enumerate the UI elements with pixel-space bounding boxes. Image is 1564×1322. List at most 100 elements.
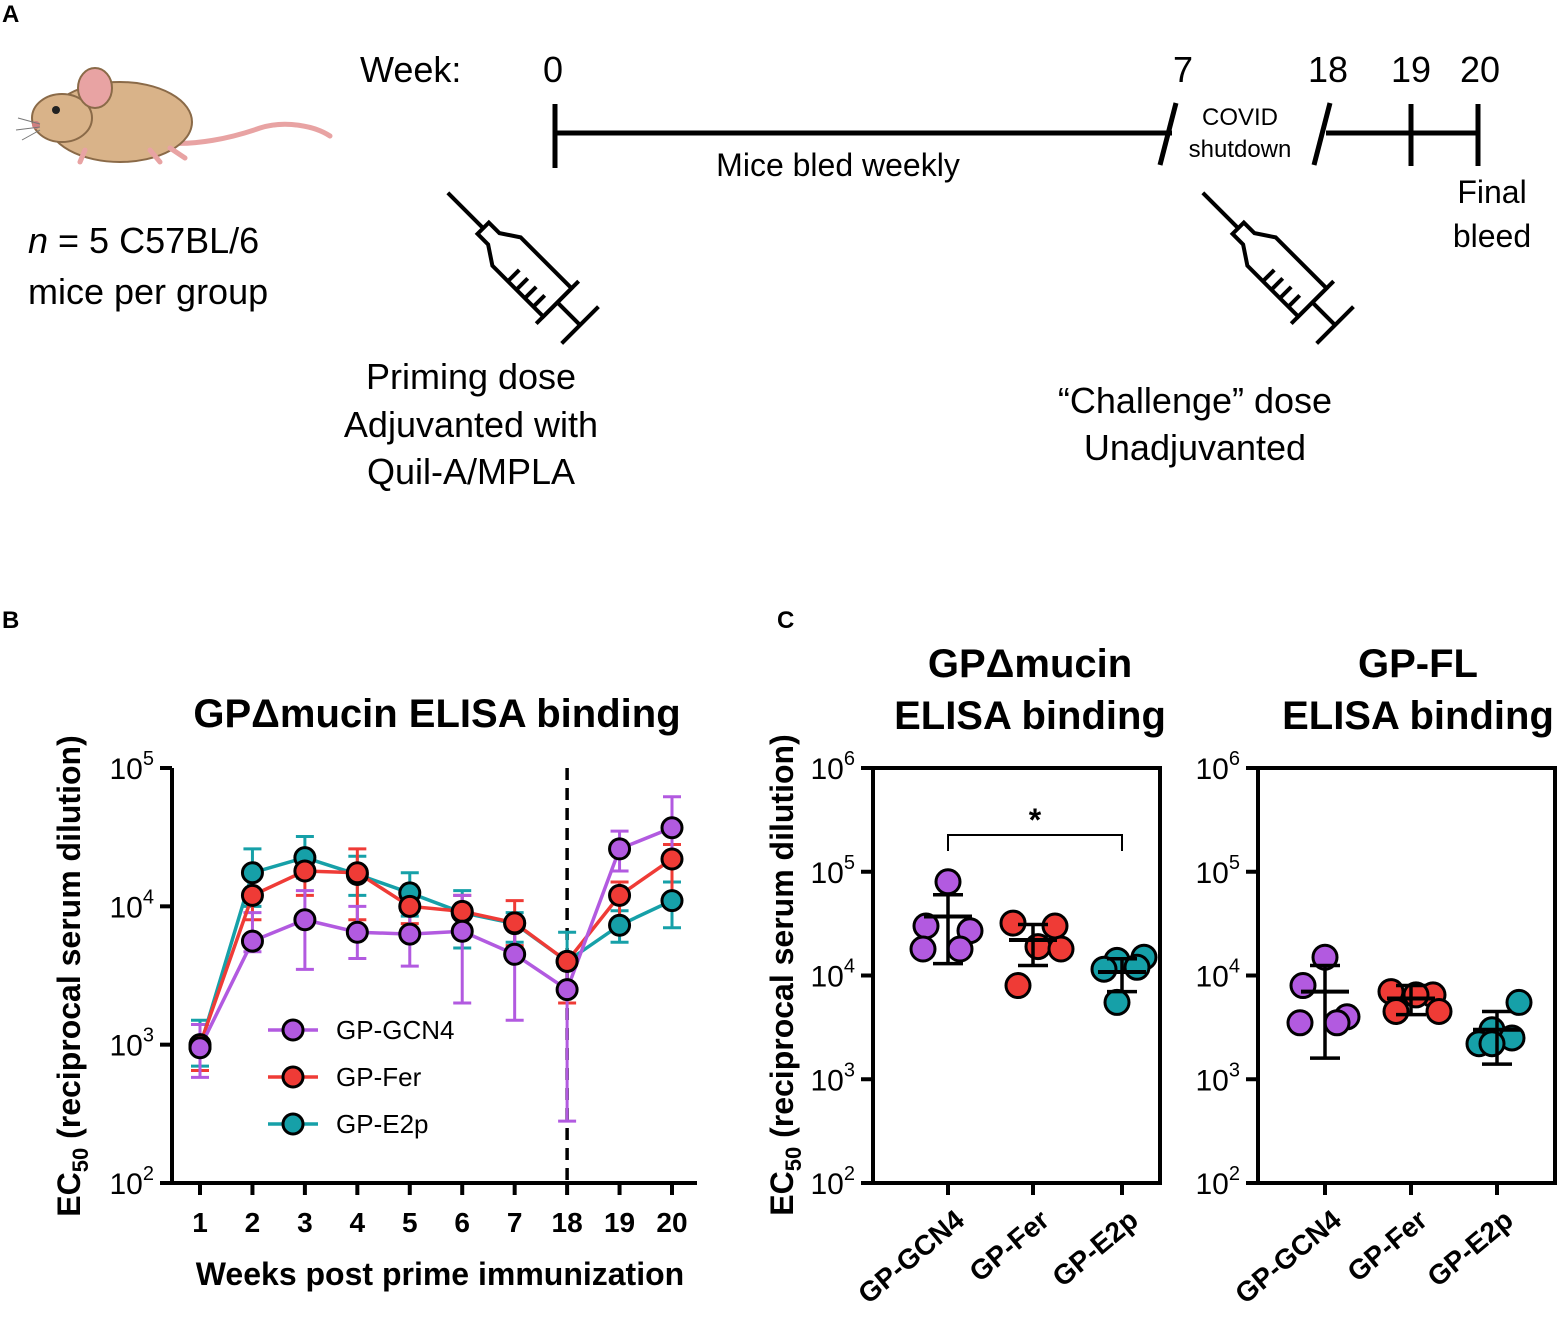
chart-b-point	[608, 913, 632, 937]
chart-b-xtick-label: 19	[604, 1207, 635, 1238]
chart-b-series-line	[198, 826, 673, 1049]
prime-dose-text-line3: Quil-A/MPLA	[367, 451, 575, 492]
chart-b-xtick-label: 3	[297, 1207, 313, 1238]
chart-c1-xtick-label: GP-E2p	[1046, 1204, 1143, 1293]
panel-a-label: A	[2, 1, 19, 28]
chart-b-point	[293, 859, 317, 883]
chart-c1-point	[1004, 972, 1032, 1000]
chart-c1-point	[1047, 935, 1075, 963]
chart-b-point	[503, 942, 527, 966]
chart-b-point	[188, 1036, 212, 1060]
chart-b-xtick-label: 4	[350, 1207, 366, 1238]
chart-b-point	[555, 978, 579, 1002]
week-tick-18: 18	[1308, 49, 1348, 90]
chart-b-point	[240, 883, 264, 907]
chart-b-plot: 102 103 104 105 1 2 3 4 5 6 7 18 19 20 GP-GCN4 GP-Fer GP…	[110, 748, 697, 1238]
chart-b-xtick-label: 5	[402, 1207, 418, 1238]
chart-c1-point	[1103, 988, 1131, 1016]
chart-c2-point	[1505, 988, 1533, 1016]
chart-c1-significance-bracket	[947, 834, 1123, 851]
chart-b-title: GPΔmucin ELISA binding	[193, 692, 680, 736]
chart-b-ytick-label: 104	[110, 886, 155, 924]
chart-b-point	[398, 922, 422, 946]
chart-b-xtick-label: 18	[552, 1207, 583, 1238]
chart-b-point	[450, 899, 474, 923]
chart-b-legend-marker	[281, 1065, 305, 1089]
chart-c2-xtick-label: GP-Fer	[1341, 1204, 1433, 1288]
chart-b-ytick-label: 103	[110, 1025, 155, 1063]
chart-b-point	[345, 920, 369, 944]
chart-c1-ylabel: EC50 (reciprocal serum dilution)	[764, 734, 806, 1215]
chart-c1-ytick-label: 103	[811, 1059, 856, 1097]
challenge-dose-text-line2: Unadjuvanted	[1084, 427, 1306, 468]
chart-b-legend-label: GP-GCN4	[336, 1015, 454, 1045]
chart-c2-point	[1425, 997, 1453, 1025]
chart-c1-point	[934, 868, 962, 896]
chart-c1-xtick-label: GP-GCN4	[852, 1204, 970, 1310]
week-label: Week:	[360, 49, 461, 90]
chart-c2-ytick-label: 105	[1196, 852, 1241, 890]
chart-b-ytick-label: 102	[110, 1163, 155, 1201]
chart-c1-ytick-label: 104	[811, 956, 856, 994]
cohort-text: n = 5 C57BL/6	[28, 220, 259, 261]
covid-text: COVID	[1202, 104, 1278, 131]
chart-b-point	[660, 847, 684, 871]
chart-b-xtick-label: 6	[454, 1207, 470, 1238]
chart-c2-point	[1382, 997, 1410, 1025]
week-tick-7: 7	[1173, 49, 1193, 90]
chart-b-ytick-label: 105	[110, 748, 155, 786]
chart-b-ylabel: EC50 (reciprocal serum dilution)	[51, 735, 93, 1216]
chart-c1-xtick-label: GP-Fer	[963, 1204, 1055, 1288]
final-bleed-text: Final	[1457, 174, 1526, 210]
chart-c2-ytick-label: 103	[1196, 1059, 1241, 1097]
chart-b-point	[503, 911, 527, 935]
chart-c2-point	[1323, 1009, 1351, 1037]
covid-text-line2: shutdown	[1189, 136, 1292, 163]
panel-c-label: C	[777, 607, 794, 634]
chart-b-legend-marker	[281, 1018, 305, 1042]
chart-c1-ytick-label: 105	[811, 852, 856, 890]
chart-b-point	[450, 919, 474, 943]
chart-b-legend-label: GP-Fer	[336, 1062, 422, 1092]
panel-b-label: B	[2, 607, 19, 634]
chart-c2-point	[1286, 1009, 1314, 1037]
chart-b-xtick-label: 20	[656, 1207, 687, 1238]
syringe-icon	[1201, 191, 1355, 345]
chart-c2-ytick-label: 104	[1196, 956, 1241, 994]
chart-c1-title: GPΔmucin	[928, 642, 1132, 686]
chart-c1-title-line2: ELISA binding	[894, 694, 1166, 738]
prime-dose-text-line2: Adjuvanted with	[344, 404, 598, 445]
chart-b-point	[345, 861, 369, 885]
mouse-icon	[15, 67, 333, 165]
week-tick-19: 19	[1391, 49, 1431, 90]
chart-c2-ytick-label: 106	[1196, 748, 1241, 786]
cohort-text-line2: mice per group	[28, 271, 268, 312]
chart-b-series-line	[198, 857, 673, 1046]
chart-c2-ytick-label: 102	[1196, 1163, 1241, 1201]
chart-b-xlabel: Weeks post prime immunization	[196, 1256, 684, 1292]
chart-c1-ytick-label: 106	[811, 748, 856, 786]
chart-c2-title: GP-FL	[1358, 642, 1478, 686]
chart-c2-xtick-label: GP-GCN4	[1229, 1204, 1347, 1310]
week-tick-0: 0	[543, 49, 563, 90]
chart-c1-point	[1090, 955, 1118, 983]
week-tick-20: 20	[1460, 49, 1500, 90]
chart-c1-ytick-label: 102	[811, 1163, 856, 1201]
challenge-dose-text: “Challenge” dose	[1058, 380, 1332, 421]
chart-b-legend-marker	[281, 1112, 305, 1136]
chart-c1-point	[909, 935, 937, 963]
chart-c1-significance-label: *	[1029, 802, 1042, 838]
chart-c1-point	[946, 935, 974, 963]
panel-b: B GPΔmucin ELISA binding EC50 (reciproca…	[2, 607, 697, 1292]
chart-b-point	[240, 861, 264, 885]
panel-a: A n = 5 C57BL/6 mice per group Week: 0 7…	[2, 1, 1531, 492]
chart-b-xtick-label: 2	[245, 1207, 261, 1238]
chart-c2-xtick-label: GP-E2p	[1421, 1204, 1518, 1293]
chart-c2-point	[1478, 1030, 1506, 1058]
chart-c2-point	[1289, 972, 1317, 1000]
syringe-icon	[446, 191, 600, 345]
chart-b-xtick-label: 7	[507, 1207, 523, 1238]
